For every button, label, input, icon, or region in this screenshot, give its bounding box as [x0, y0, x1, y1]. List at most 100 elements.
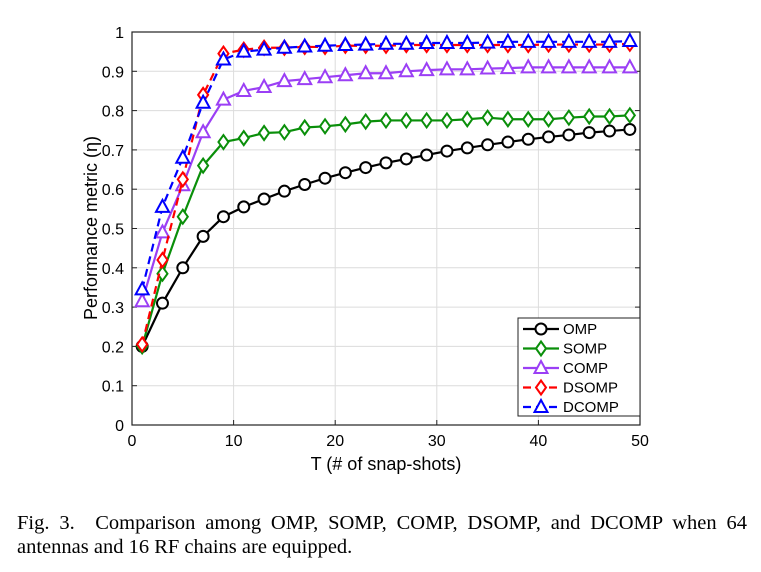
y-tick-label: 0: [115, 418, 124, 435]
x-tick-label: 0: [128, 433, 137, 450]
omp-point: [277, 184, 291, 198]
dcomp-point: [540, 32, 557, 48]
x-tick-label: 40: [530, 433, 548, 450]
omp-point: [237, 200, 251, 214]
somp-point: [339, 115, 352, 134]
dcomp-point: [479, 33, 496, 49]
legend-label-comp: COMP: [563, 360, 608, 377]
comp-point: [540, 58, 557, 74]
dcomp-point: [215, 50, 232, 66]
legend: OMP SOMP COMP DSOMP DCOMP: [517, 317, 641, 417]
y-axis-label: Performance metric (η): [81, 136, 101, 320]
dsomp-point: [135, 335, 149, 354]
omp-point: [440, 144, 454, 158]
comp-line: [141, 66, 630, 302]
omp-point: [298, 177, 312, 191]
dcomp-point: [133, 280, 151, 296]
comp-point: [560, 58, 578, 74]
dcomp-point: [601, 32, 618, 48]
somp-point: [440, 111, 454, 130]
dcomp-point: [174, 148, 191, 164]
y-tick-label: 0.3: [102, 300, 124, 317]
comp-point: [235, 81, 252, 97]
dcomp-point: [337, 35, 354, 51]
series-dsomp: [135, 35, 637, 354]
omp-point: [257, 192, 271, 206]
somp-point: [278, 123, 291, 141]
comp-point: [398, 62, 415, 78]
somp-point: [501, 110, 515, 128]
comp-point: [133, 292, 151, 308]
dcomp-point: [357, 35, 374, 51]
comp-point: [581, 58, 598, 74]
omp-point: [481, 138, 495, 152]
dcomp-point: [581, 32, 598, 48]
legend-marker-dsomp: [534, 378, 548, 397]
x-tick-label: 30: [428, 433, 446, 450]
omp-point: [379, 156, 393, 170]
comp-point: [154, 223, 171, 239]
dcomp-point: [296, 37, 313, 53]
plot-frame: [131, 31, 641, 426]
somp-point: [257, 124, 271, 142]
somp-point: [603, 107, 616, 126]
dsomp-point: [176, 170, 190, 189]
comp-point: [276, 72, 293, 88]
omp-point: [562, 128, 576, 142]
omp-point: [501, 135, 515, 149]
x-tick-label: 10: [225, 433, 243, 450]
series-omp: [135, 122, 637, 353]
omp-point: [338, 166, 352, 180]
legend-label-somp: SOMP: [563, 341, 607, 358]
omp-point: [460, 141, 474, 155]
omp-point: [155, 296, 169, 310]
dcomp-point: [438, 33, 456, 50]
dsomp-point: [156, 251, 169, 269]
somp-point: [196, 156, 210, 175]
comp-point: [357, 64, 374, 80]
dcomp-point: [459, 33, 476, 50]
dcomp-point: [621, 31, 639, 48]
y-tick-label: 0.9: [102, 64, 124, 81]
dcomp-point: [398, 34, 415, 50]
somp-point: [318, 117, 332, 136]
somp-point: [420, 111, 433, 130]
series-comp: [133, 58, 639, 308]
somp-point: [217, 133, 230, 151]
somp-point: [298, 118, 311, 137]
y-tick-label: 0.1: [102, 379, 124, 396]
legend-label-omp: OMP: [563, 321, 597, 338]
dcomp-point: [560, 32, 578, 48]
somp-point: [379, 111, 393, 130]
dcomp-point: [255, 40, 273, 56]
tick-labels: 0 10 20 30 40 50 0 0.1 0.2 0.3 0.4 0.5 0.6 0.7 0.8 0.9 1: [102, 25, 649, 450]
comp-point: [438, 60, 456, 76]
y-tick-label: 0.2: [102, 339, 124, 356]
dcomp-point: [276, 38, 293, 54]
somp-point: [623, 106, 637, 125]
somp-point: [582, 107, 596, 126]
somp-point: [461, 110, 474, 128]
omp-point: [318, 171, 332, 185]
somp-point: [237, 129, 250, 147]
omp-point: [176, 261, 190, 275]
dcomp-point: [418, 33, 435, 50]
somp-point: [359, 112, 372, 131]
comp-point: [215, 90, 232, 106]
comp-point: [337, 66, 354, 82]
series-dcomp: [133, 31, 639, 296]
omp-point: [542, 130, 556, 144]
dcomp-point: [377, 34, 395, 50]
omp-point: [582, 126, 596, 140]
omp-point: [216, 210, 230, 224]
omp-point: [196, 229, 210, 243]
comp-point: [255, 77, 273, 94]
dcomp-point: [499, 32, 517, 48]
legend-marker-dcomp: [532, 397, 550, 413]
somp-point: [400, 111, 413, 130]
legend-marker-somp: [534, 339, 548, 358]
comp-point: [377, 64, 395, 80]
x-tick-label: 50: [631, 433, 649, 450]
somp-point: [562, 108, 576, 127]
somp-point: [176, 207, 190, 226]
